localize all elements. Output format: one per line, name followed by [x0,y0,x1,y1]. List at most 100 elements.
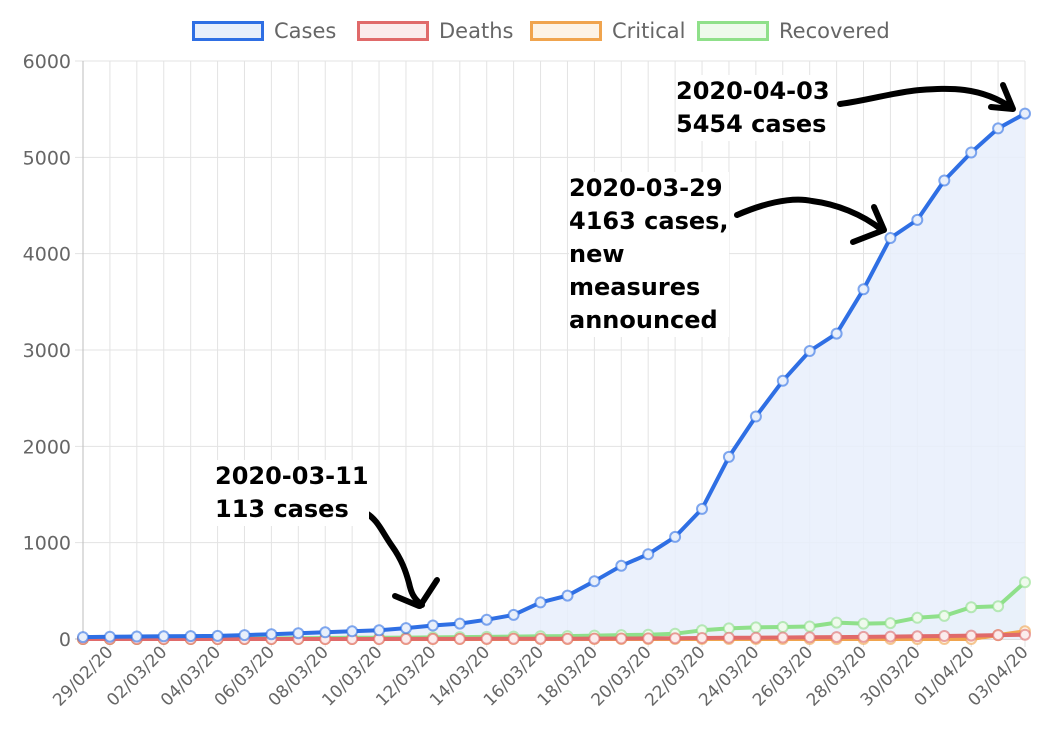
data-point-cases [857,283,870,296]
data-point-deaths [776,631,789,644]
y-tick-label: 0 [59,629,71,651]
y-tick-label: 3000 [23,340,71,362]
y-tick-label: 6000 [23,51,71,73]
data-point-cases [184,630,197,643]
data-point-deaths [669,632,682,645]
annotation-arrow-2020-03-29 [734,196,885,233]
data-point-cases [830,327,843,340]
legend-label-critical: Critical [612,19,686,43]
data-point-deaths [453,632,466,645]
data-point-deaths [722,631,735,644]
data-point-cases [749,410,762,423]
data-point-deaths [749,631,762,644]
data-point-deaths [426,632,439,645]
data-point-recovered [911,611,924,624]
data-point-cases [507,608,520,621]
data-point-cases [373,624,386,637]
data-point-recovered [1019,576,1031,589]
data-point-cases [103,630,116,643]
data-point-recovered [965,601,978,614]
data-point-cases [803,345,816,357]
legend-item-cases[interactable]: Cases [192,16,336,46]
data-point-recovered [830,616,843,629]
legend-item-deaths[interactable]: Deaths [357,16,513,46]
chart-legend: Cases Deaths Critical Recovered [0,16,1046,46]
data-point-recovered [857,617,870,630]
data-point-deaths [534,632,547,645]
data-point-cases [696,502,708,515]
data-point-cases [292,627,305,640]
data-point-deaths [803,631,816,644]
data-point-deaths [642,632,655,645]
area-cases [83,113,1025,640]
data-point-cases [238,629,251,642]
annotation-2020-03-11: 2020-03-11 113 cases [215,460,369,526]
data-point-cases [480,613,493,626]
data-point-cases [911,213,924,226]
data-point-recovered [884,617,897,630]
data-point-cases [453,617,466,630]
legend-swatch-cases [192,21,264,41]
data-point-deaths [615,632,628,645]
legend-label-recovered: Recovered [779,19,890,43]
data-point-cases [615,559,628,572]
data-point-deaths [561,632,574,645]
data-point-deaths [588,632,601,645]
data-point-deaths [507,632,520,645]
data-point-cases [884,232,897,244]
annotation-arrow-2020-03-11 [363,510,425,608]
data-point-cases [157,630,170,643]
data-point-deaths [857,630,870,643]
annotation-arrow-2020-04-03-head [988,82,1016,112]
data-point-cases [400,622,412,635]
y-tick-label: 2000 [23,436,71,458]
y-tick-label: 4000 [23,244,71,266]
data-point-cases [938,174,951,187]
annotation-2020-04-03: 2020-04-03 5454 cases [676,75,830,141]
data-point-deaths [938,630,951,642]
legend-label-deaths: Deaths [439,19,514,43]
legend-label-cases: Cases [274,19,337,43]
data-point-cases [588,575,601,588]
annotation-2020-03-29: 2020-03-29 4163 cases, new measures anno… [569,172,729,337]
y-tick-label: 1000 [23,533,71,555]
data-point-cases [642,548,655,561]
data-point-recovered [776,621,789,633]
data-point-cases [1019,107,1031,120]
data-point-cases [426,619,439,632]
annotation-arrow-2020-04-03 [837,85,1015,111]
legend-item-recovered[interactable]: Recovered [697,16,890,46]
annotation-arrow-2020-03-29-head [850,204,887,245]
data-point-cases [561,589,574,602]
data-point-cases [776,374,789,387]
data-point-deaths [830,631,843,644]
annotation-arrow-2020-03-11-head [392,577,440,609]
data-point-deaths [884,630,897,643]
data-point-cases [211,629,224,642]
data-point-deaths [1019,628,1031,641]
legend-swatch-critical [530,21,602,41]
data-point-recovered [749,621,762,634]
legend-swatch-deaths [357,21,429,41]
data-point-cases [77,631,89,644]
data-point-deaths [400,632,412,645]
data-point-recovered [992,600,1005,613]
legend-swatch-recovered [697,21,769,41]
data-point-cases [534,596,547,609]
data-point-cases [265,628,278,641]
data-point-cases [669,530,682,543]
data-point-cases [346,625,359,638]
data-point-cases [130,630,143,643]
data-point-cases [965,146,978,159]
data-point-deaths [965,629,978,642]
data-point-deaths [911,630,924,643]
data-point-deaths [992,629,1005,642]
data-point-deaths [480,632,493,645]
data-point-cases [992,122,1005,135]
y-tick-label: 5000 [23,147,71,169]
data-point-recovered [803,620,816,633]
data-point-deaths [696,632,708,644]
data-point-recovered [938,609,951,622]
legend-item-critical[interactable]: Critical [530,16,685,46]
